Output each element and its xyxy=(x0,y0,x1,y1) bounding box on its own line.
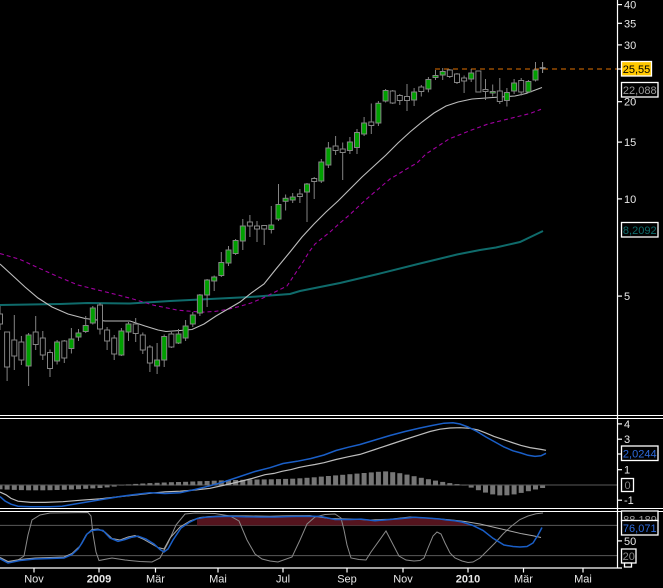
svg-text:1: 1 xyxy=(624,465,630,477)
svg-text:2,0244: 2,0244 xyxy=(623,448,657,460)
svg-text:8,2092: 8,2092 xyxy=(623,225,657,237)
svg-text:3: 3 xyxy=(624,434,630,446)
svg-text:35: 35 xyxy=(624,18,636,30)
svg-text:Nov: Nov xyxy=(24,574,44,586)
svg-text:-1: -1 xyxy=(624,495,634,507)
svg-text:2009: 2009 xyxy=(87,574,111,586)
svg-text:Mai: Mai xyxy=(209,574,227,586)
svg-text:25,55: 25,55 xyxy=(623,64,651,76)
svg-text:Mai: Mai xyxy=(574,574,592,586)
svg-text:20: 20 xyxy=(624,97,636,109)
svg-text:22,088: 22,088 xyxy=(623,85,657,97)
svg-text:15: 15 xyxy=(624,137,636,149)
svg-text:10: 10 xyxy=(624,194,636,206)
svg-text:Mär: Mär xyxy=(146,574,165,586)
svg-text:Nov: Nov xyxy=(393,574,413,586)
svg-text:Mär: Mär xyxy=(514,574,533,586)
svg-text:40: 40 xyxy=(624,0,636,12)
svg-text:20: 20 xyxy=(623,551,635,563)
svg-text:88,189: 88,189 xyxy=(623,515,657,527)
svg-text:0: 0 xyxy=(624,480,630,492)
svg-text:Jul: Jul xyxy=(276,574,290,586)
svg-text:5: 5 xyxy=(624,291,630,303)
svg-text:4: 4 xyxy=(624,419,630,431)
svg-text:Sep: Sep xyxy=(337,574,357,586)
svg-text:2010: 2010 xyxy=(456,574,480,586)
svg-text:50: 50 xyxy=(624,536,636,548)
svg-text:76,071: 76,071 xyxy=(623,523,657,535)
svg-text:30: 30 xyxy=(624,40,636,52)
